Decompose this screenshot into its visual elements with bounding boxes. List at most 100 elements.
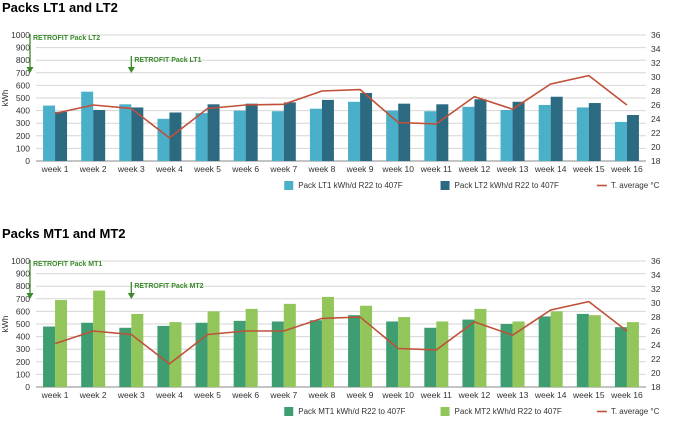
bar-pack-mt2 <box>626 322 639 387</box>
y2-tick-label: 18 <box>651 382 661 392</box>
y-tick-label: 700 <box>16 68 30 78</box>
legend-swatch <box>284 407 294 416</box>
bar-pack-mt1 <box>309 320 322 387</box>
bar-pack-mt2 <box>588 315 601 387</box>
y-tick-label: 400 <box>16 332 30 342</box>
y2-tick-label: 36 <box>651 30 661 40</box>
bar-pack-mt2 <box>169 322 182 387</box>
bar-pack-mt2 <box>436 321 449 387</box>
bar-pack-mt1 <box>81 322 94 387</box>
x-tick-label: week 1 <box>41 390 69 400</box>
y-tick-label: 900 <box>16 43 30 53</box>
y2-tick-label: 18 <box>651 156 661 166</box>
x-tick-label: week 16 <box>610 390 643 400</box>
bar-pack-lt1 <box>119 104 132 161</box>
x-tick-label: week 15 <box>572 164 605 174</box>
bar-pack-lt2 <box>207 104 220 161</box>
y2-tick-label: 22 <box>651 128 661 138</box>
x-tick-label: week 6 <box>231 390 259 400</box>
bar-pack-mt1 <box>233 320 246 387</box>
x-tick-label: week 14 <box>534 390 567 400</box>
y2-tick-label: 22 <box>651 354 661 364</box>
x-tick-label: week 11 <box>420 390 452 400</box>
y-tick-label: 100 <box>16 143 30 153</box>
bar-pack-mt2 <box>321 296 334 387</box>
chart-title-mt: Packs MT1 and MT2 <box>2 226 126 241</box>
bar-pack-lt1 <box>538 104 551 161</box>
y2-tick-label: 36 <box>651 256 661 266</box>
bar-pack-lt1 <box>424 111 437 161</box>
bar-pack-lt2 <box>360 92 373 161</box>
x-tick-label: week 10 <box>381 164 414 174</box>
bar-pack-lt2 <box>321 99 334 161</box>
bar-pack-lt1 <box>271 111 284 161</box>
y2-tick-label: 32 <box>651 58 661 68</box>
bar-pack-lt2 <box>55 111 68 161</box>
bar-pack-mt2 <box>283 303 296 387</box>
y-tick-label: 1000 <box>11 256 30 266</box>
bar-pack-lt1 <box>81 91 94 161</box>
y-tick-label: 0 <box>25 382 30 392</box>
bar-pack-mt1 <box>614 327 627 387</box>
y2-tick-label: 32 <box>651 284 661 294</box>
bar-pack-lt1 <box>43 105 56 161</box>
bar-pack-lt1 <box>576 107 589 161</box>
y-tick-label: 200 <box>16 131 30 141</box>
temperature-line <box>54 74 628 139</box>
x-tick-label: week 10 <box>381 390 414 400</box>
x-tick-label: week 13 <box>496 164 529 174</box>
bar-pack-mt2 <box>512 321 525 387</box>
y2-tick-label: 28 <box>651 86 661 96</box>
y-tick-label: 300 <box>16 344 30 354</box>
bar-pack-mt1 <box>271 321 284 387</box>
x-tick-label: week 1 <box>41 164 69 174</box>
bar-pack-mt1 <box>462 319 475 387</box>
y2-tick-label: 30 <box>651 298 661 308</box>
legend-label: Pack LT1 kWh/d R22 to 407F <box>298 181 402 190</box>
x-tick-label: week 5 <box>193 164 221 174</box>
bar-pack-lt1 <box>309 108 322 161</box>
y2-tick-label: 34 <box>651 44 661 54</box>
bar-pack-lt1 <box>386 110 399 161</box>
y-tick-label: 800 <box>16 281 30 291</box>
bar-pack-mt2 <box>474 308 487 387</box>
x-tick-label: week 12 <box>458 390 491 400</box>
temperature-line <box>54 300 628 365</box>
bar-pack-mt1 <box>386 321 399 387</box>
bar-pack-mt1 <box>424 327 437 387</box>
bar-pack-lt1 <box>462 106 475 161</box>
x-tick-label: week 11 <box>420 164 452 174</box>
bar-pack-lt2 <box>131 107 144 161</box>
retrofit-annotation: RETROFIT Pack MT2 <box>134 283 203 290</box>
y-tick-label: 600 <box>16 80 30 90</box>
x-tick-label: week 8 <box>307 164 335 174</box>
bar-pack-mt2 <box>360 305 373 387</box>
legend-swatch <box>284 181 294 190</box>
bar-pack-lt2 <box>512 101 525 161</box>
bar-pack-lt2 <box>169 112 182 161</box>
chart-lt: 0 100 200 300 400 500 600 700 800 900 1000 18 20 22 24… <box>0 30 661 190</box>
y2-tick-label: 24 <box>651 340 661 350</box>
y-tick-label: 0 <box>25 156 30 166</box>
x-tick-label: week 9 <box>346 390 374 400</box>
retrofit-arrow-head <box>127 67 135 73</box>
x-tick-label: week 15 <box>572 390 605 400</box>
bar-pack-lt2 <box>436 104 449 161</box>
x-tick-label: week 3 <box>117 390 145 400</box>
y-tick-label: 900 <box>16 269 30 279</box>
bar-pack-lt1 <box>157 118 170 161</box>
bar-pack-lt1 <box>348 101 361 161</box>
chart-mt: 0 100 200 300 400 500 600 700 800 900 1000 18 20 22 24… <box>0 256 661 416</box>
retrofit-annotation: RETROFIT Pack LT2 <box>33 35 100 42</box>
bar-pack-mt2 <box>398 317 411 387</box>
y-tick-label: 500 <box>16 319 30 329</box>
bar-pack-mt1 <box>576 313 589 387</box>
y-tick-label: 1000 <box>11 30 30 40</box>
bar-pack-mt1 <box>119 327 132 387</box>
x-tick-label: week 3 <box>117 164 145 174</box>
bar-pack-lt2 <box>283 102 296 161</box>
legend-label: Pack MT2 kWh/d R22 to 407F <box>455 407 562 416</box>
x-tick-label: week 6 <box>231 164 259 174</box>
bar-pack-mt2 <box>55 300 68 387</box>
bar-pack-mt2 <box>207 311 220 387</box>
